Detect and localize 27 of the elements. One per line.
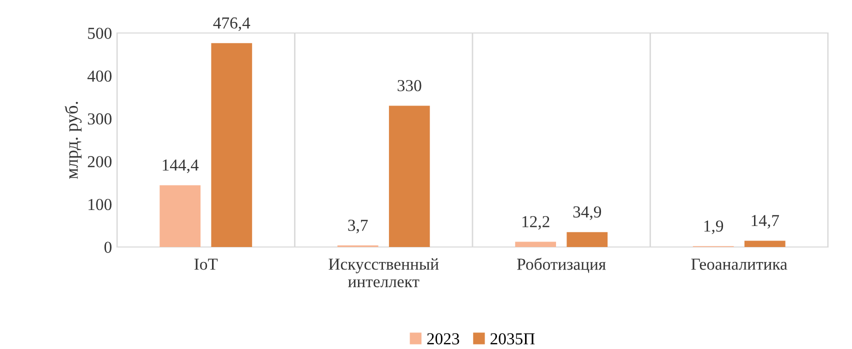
data-label: 34,9 <box>573 206 602 220</box>
data-label: 476,4 <box>213 17 250 32</box>
y-tick-label: 500 <box>88 28 112 39</box>
x-tick-label: Роботизация <box>517 258 606 273</box>
legend-label: 2035П <box>490 333 535 344</box>
y-tick-label: 0 <box>104 242 112 253</box>
x-tick-label: IoT <box>194 258 218 270</box>
bar <box>566 232 608 247</box>
bar <box>388 106 430 247</box>
y-tick-label: 200 <box>88 156 112 168</box>
bar <box>744 240 786 247</box>
legend-label: 2023 <box>427 333 460 344</box>
x-tick-label: Геоаналитика <box>691 258 788 270</box>
y-tick-label: 100 <box>88 198 112 210</box>
y-axis-title: млрд. руб. <box>64 102 82 179</box>
data-label: 1,9 <box>704 220 724 234</box>
bar <box>515 242 556 247</box>
data-label: 144,4 <box>162 160 199 174</box>
data-label: 12,2 <box>522 216 550 230</box>
bar <box>211 43 252 247</box>
data-label: 330 <box>398 80 422 92</box>
bar <box>160 185 201 247</box>
data-label: 14,7 <box>752 215 780 229</box>
x-tick-label: Искусственный интеллект <box>328 258 439 288</box>
data-label: 3,7 <box>348 220 368 234</box>
y-tick-label: 300 <box>88 113 112 125</box>
y-tick-label: 400 <box>87 70 112 82</box>
